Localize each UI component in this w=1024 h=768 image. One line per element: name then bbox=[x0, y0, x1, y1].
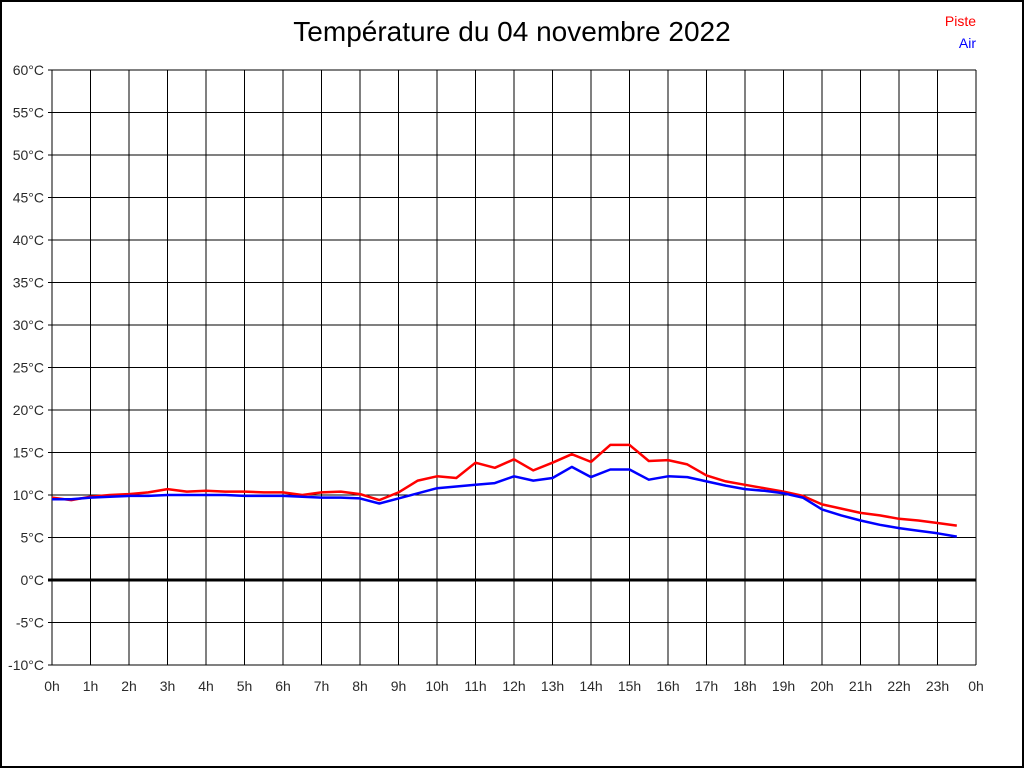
y-tick-label: -10°C bbox=[8, 657, 44, 673]
y-tick-label: 5°C bbox=[21, 530, 45, 546]
y-tick-label: 55°C bbox=[13, 105, 44, 121]
y-tick-label: -5°C bbox=[16, 615, 44, 631]
legend-item-piste: Piste bbox=[944, 13, 976, 29]
x-tick-label: 11h bbox=[464, 678, 486, 694]
x-tick-label: 9h bbox=[391, 678, 407, 694]
x-tick-label: 13h bbox=[541, 678, 564, 694]
y-tick-label: 30°C bbox=[13, 317, 44, 333]
x-tick-label: 6h bbox=[275, 678, 291, 694]
x-tick-label: 3h bbox=[160, 678, 176, 694]
x-tick-label: 14h bbox=[579, 678, 602, 694]
x-tick-label: 8h bbox=[352, 678, 368, 694]
x-tick-label: 4h bbox=[198, 678, 214, 694]
y-tick-label: 10°C bbox=[13, 487, 44, 503]
x-tick-label: 12h bbox=[502, 678, 525, 694]
y-tick-label: 0°C bbox=[21, 572, 45, 588]
x-tick-label: 20h bbox=[810, 678, 833, 694]
x-tick-label: 7h bbox=[314, 678, 330, 694]
series-line-piste bbox=[51, 443, 957, 527]
y-tick-label: 60°C bbox=[13, 62, 44, 78]
legend-item-air: Air bbox=[958, 35, 976, 51]
x-tick-label: 21h bbox=[849, 678, 872, 694]
x-tick-label: 22h bbox=[887, 678, 910, 694]
y-tick-label: 50°C bbox=[13, 147, 44, 163]
x-tick-label: 0h bbox=[968, 678, 984, 694]
y-tick-label: 20°C bbox=[13, 402, 44, 418]
x-tick-label: 19h bbox=[772, 678, 795, 694]
y-tick-label: 35°C bbox=[13, 275, 44, 291]
chart-title: Température du 04 novembre 2022 bbox=[293, 16, 731, 47]
x-tick-label: 17h bbox=[695, 678, 718, 694]
x-tick-label: 16h bbox=[656, 678, 679, 694]
y-tick-label: 15°C bbox=[13, 445, 44, 461]
x-tick-label: 18h bbox=[733, 678, 756, 694]
x-tick-label: 1h bbox=[83, 678, 99, 694]
y-tick-label: 45°C bbox=[13, 190, 44, 206]
x-tick-label: 0h bbox=[44, 678, 60, 694]
x-tick-label: 23h bbox=[926, 678, 949, 694]
y-tick-label: 25°C bbox=[13, 360, 44, 376]
x-tick-label: 5h bbox=[237, 678, 253, 694]
x-tick-label: 15h bbox=[618, 678, 641, 694]
series-line-air bbox=[52, 465, 958, 538]
y-tick-label: 40°C bbox=[13, 232, 44, 248]
x-tick-label: 2h bbox=[121, 678, 137, 694]
x-tick-label: 10h bbox=[425, 678, 448, 694]
legend: Piste Air bbox=[945, 10, 976, 54]
